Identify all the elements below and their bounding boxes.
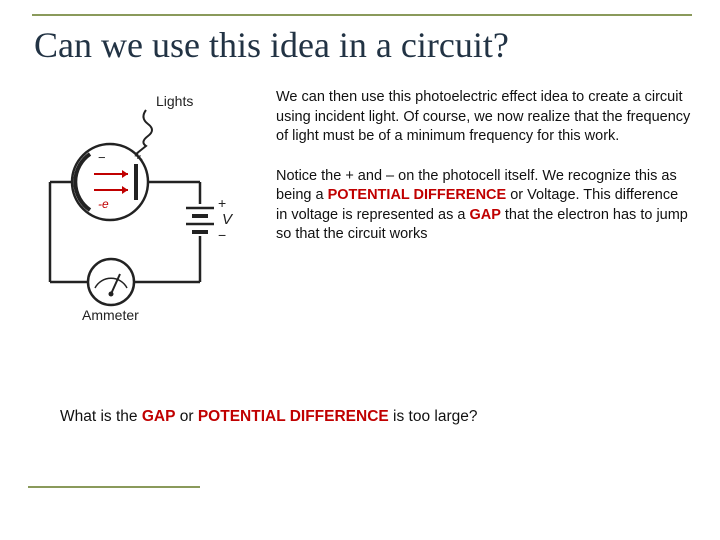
photocell-plus: + [134,148,142,163]
bq-b: or [175,408,197,425]
bottom-question: What is the GAP or POTENTIAL DIFFERENCE … [60,408,477,426]
electron-label: -e [98,197,109,211]
paragraph-2: Notice the + and – on the photocell itse… [276,167,692,245]
battery-minus: − [218,227,226,243]
bq-a: What is the [60,408,142,425]
battery-plus: + [218,195,226,211]
p1-text: We can then use this photoelectric effec… [276,89,690,144]
paragraph-1: We can then use this photoelectric effec… [276,88,692,147]
lights-label: Lights [156,93,193,109]
bottom-rule [28,486,200,488]
slide: Can we use this idea in a circuit? Light… [0,0,720,540]
p2-emph-2: GAP [469,207,500,223]
ammeter-label: Ammeter [82,307,139,322]
photocell-minus: − [98,150,106,165]
circuit-svg: Lights + − -e [28,92,248,322]
bq-c: is too large? [389,408,478,425]
battery-voltage: V [222,211,234,228]
ammeter-circle [88,259,134,305]
body-text: We can then use this photoelectric effec… [276,88,692,322]
bq-emph-1: GAP [142,408,176,425]
content-row: Lights + − -e [28,88,692,322]
bq-emph-2: POTENTIAL DIFFERENCE [198,408,389,425]
circuit-diagram: Lights + − -e [28,88,258,322]
slide-title: Can we use this idea in a circuit? [34,24,692,66]
ammeter-pivot [109,292,114,297]
top-rule [32,14,692,16]
p2-emph-1: POTENTIAL DIFFERENCE [328,187,507,203]
